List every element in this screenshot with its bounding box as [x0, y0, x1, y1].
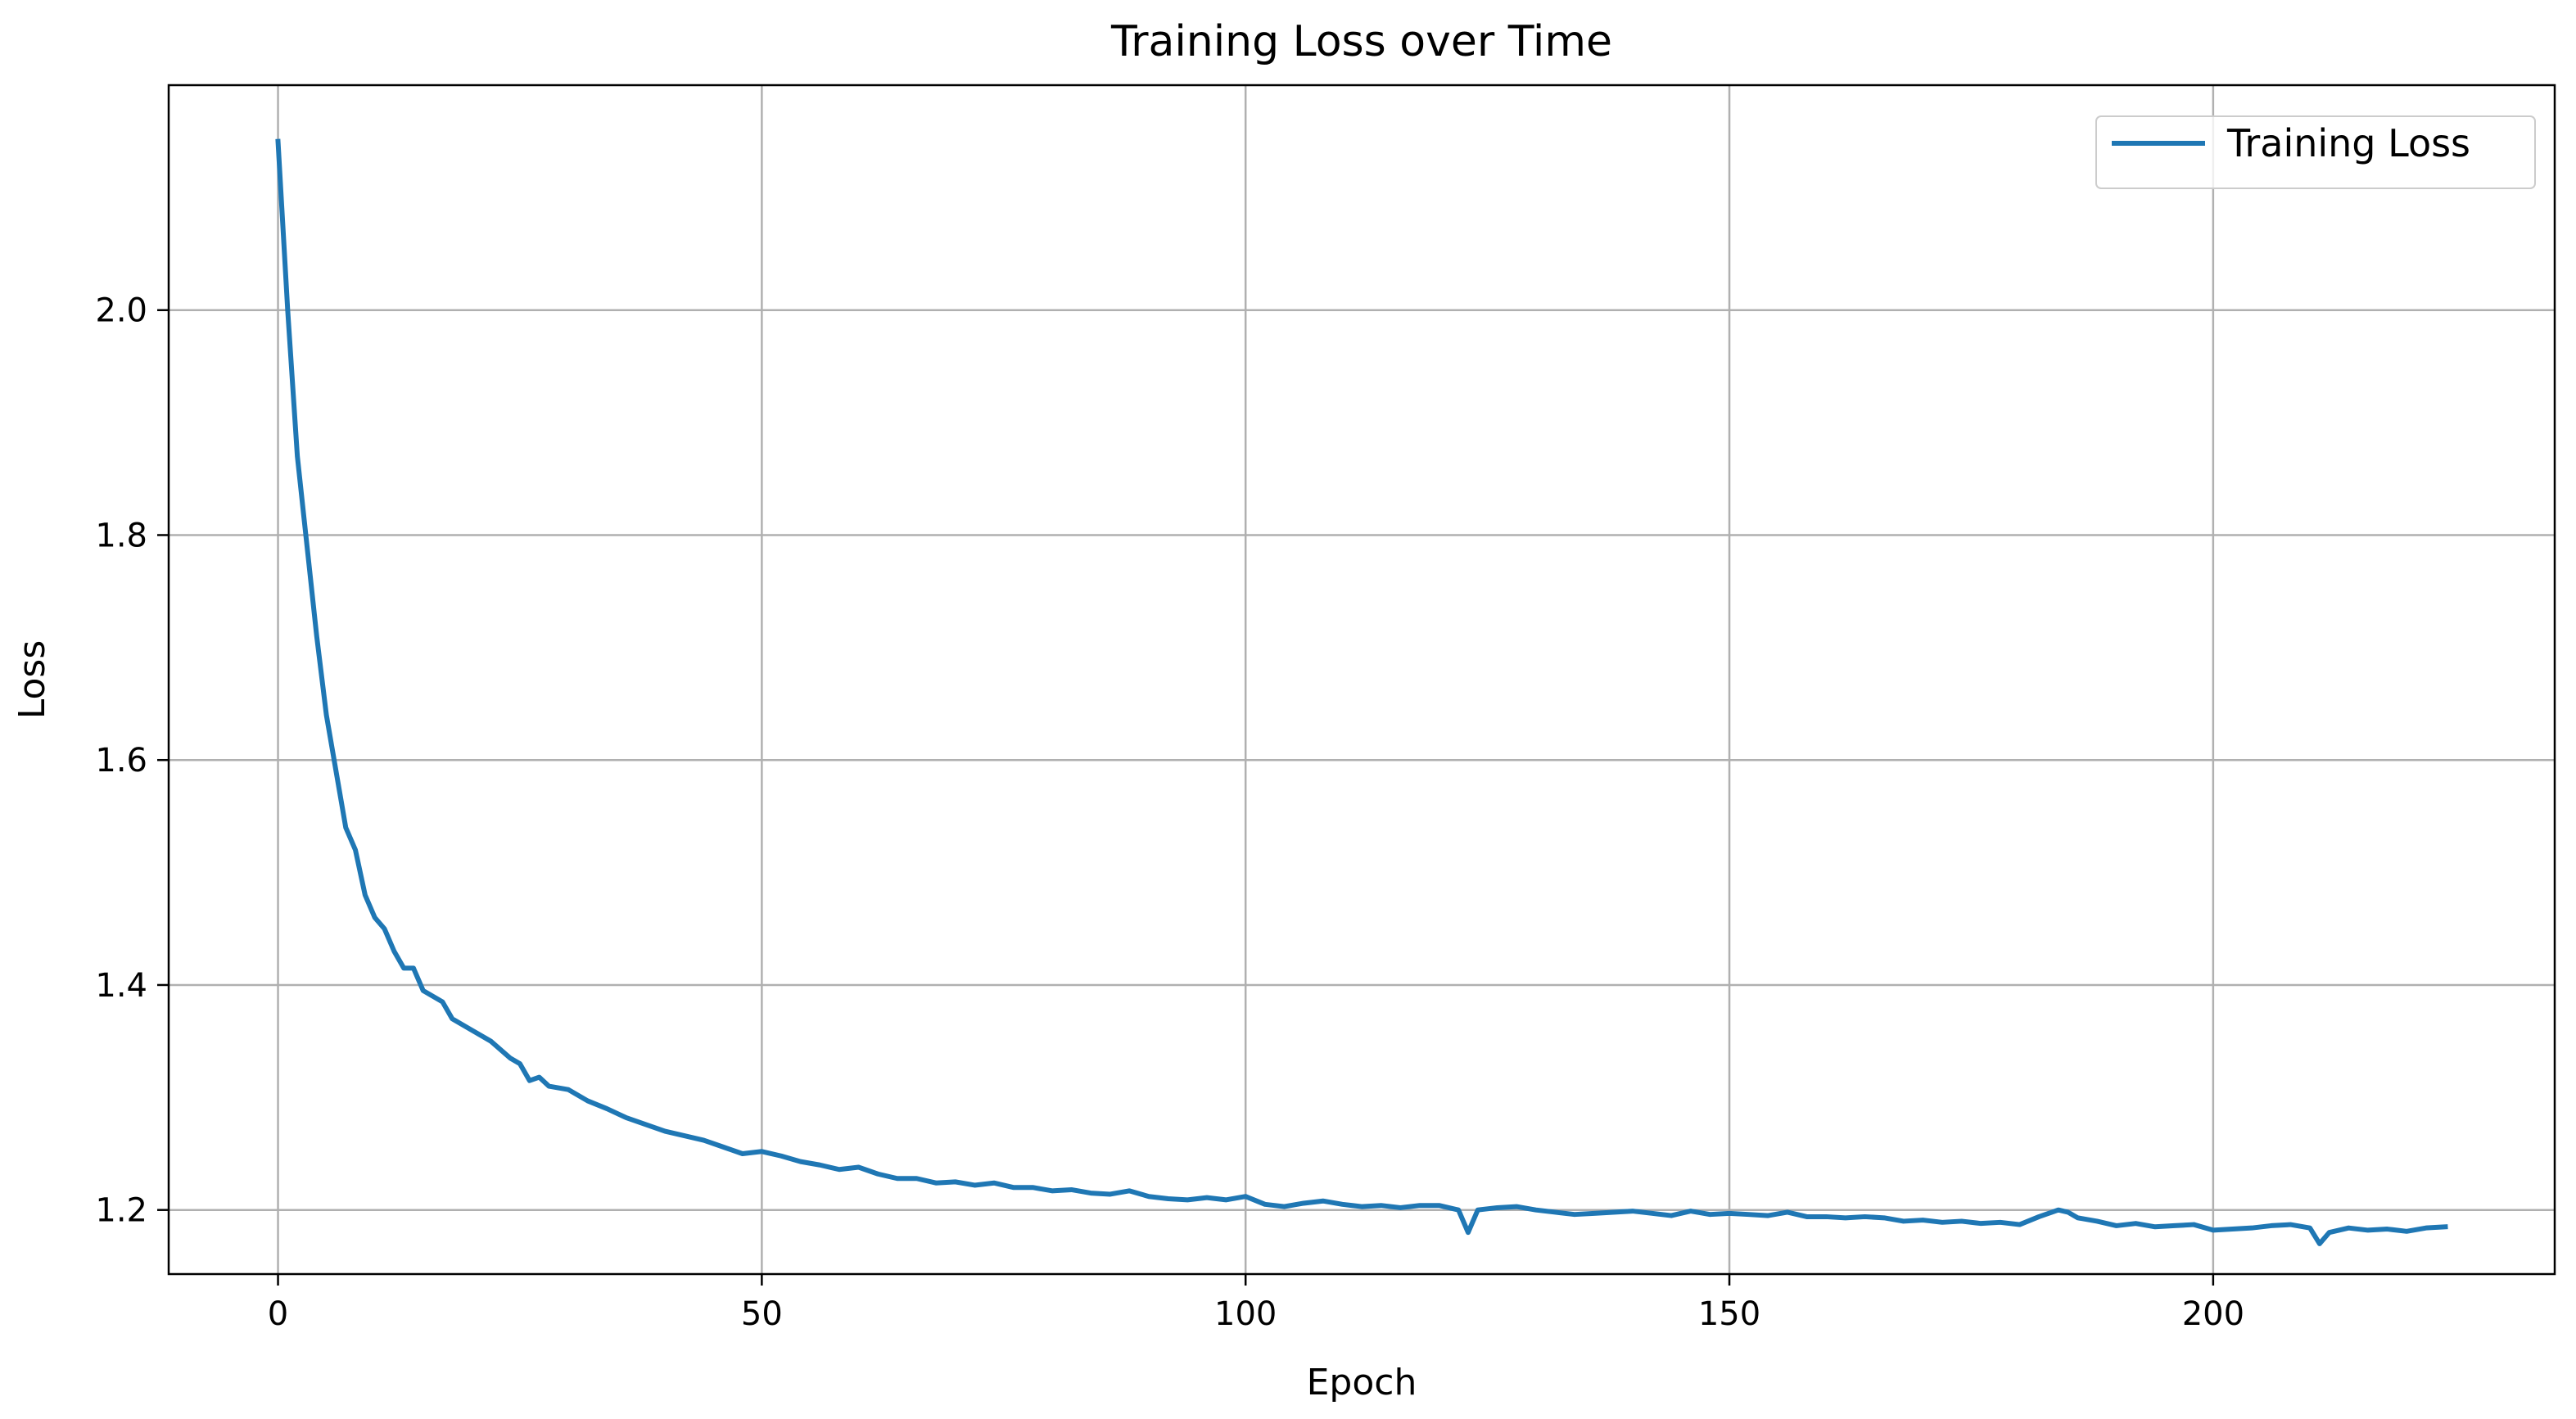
series-layer: [275, 138, 2448, 1246]
plot-frame: [167, 84, 2556, 1276]
x-tick-label: 0: [268, 1295, 288, 1333]
x-axis-title: Epoch: [1307, 1362, 1417, 1403]
y-tick-label: 1.6: [95, 742, 147, 780]
chart-title: Training Loss over Time: [1110, 17, 1612, 66]
y-tick-label: 1.4: [95, 967, 147, 1005]
y-axis-ticks: 1.2 1.4 1.6 1.8 2.0: [95, 292, 169, 1230]
legend-frame: [2095, 115, 2536, 189]
x-tick-label: 50: [741, 1295, 783, 1333]
x-tick-label: 200: [2182, 1295, 2244, 1333]
x-axis-ticks: 0 50 100 150 200: [268, 1274, 2244, 1333]
grid-lines: [169, 85, 2555, 1274]
x-tick-label: 100: [1214, 1295, 1277, 1333]
y-axis-title: Loss: [11, 640, 53, 720]
y-tick-label: 2.0: [95, 292, 147, 330]
y-tick-label: 1.8: [95, 517, 147, 554]
y-tick-label: 1.2: [95, 1192, 147, 1230]
series-line-training-loss: [275, 138, 2448, 1246]
legend: Training Loss: [2095, 115, 2536, 189]
x-tick-label: 150: [1698, 1295, 1760, 1333]
legend-label: Training Loss: [2226, 121, 2470, 165]
